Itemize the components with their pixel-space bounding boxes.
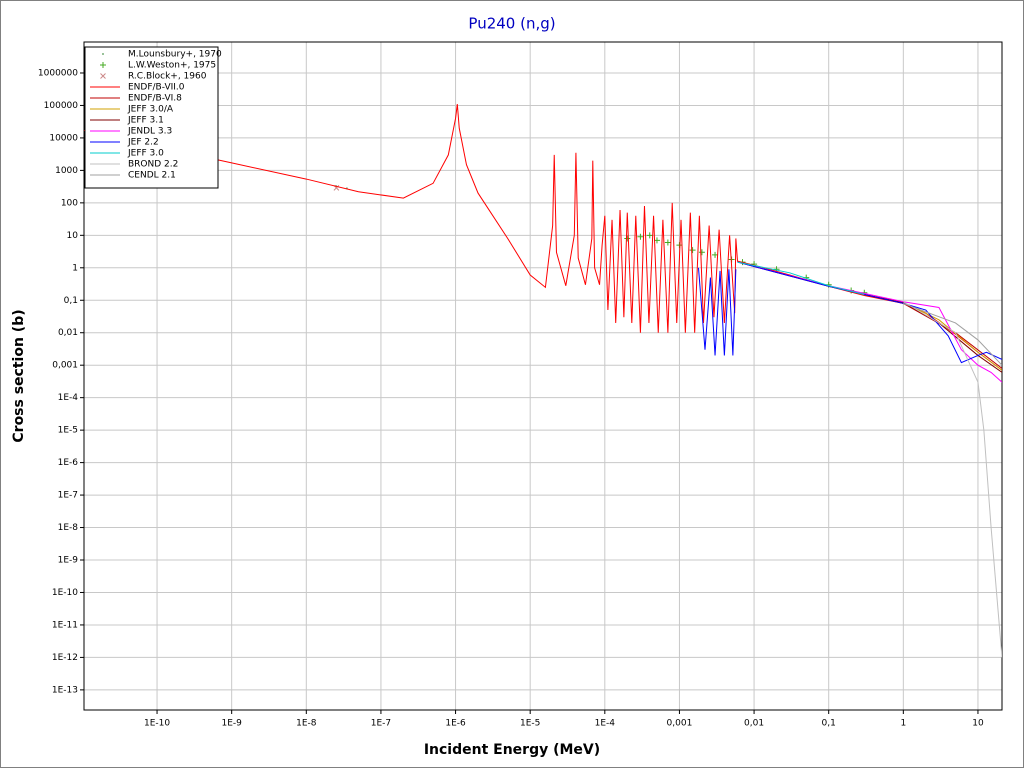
plot-border xyxy=(83,41,1003,711)
marker xyxy=(100,62,106,68)
marker xyxy=(689,247,696,254)
y-tick-label: 10000 xyxy=(49,133,78,143)
legend-label: CENDL 2.1 xyxy=(128,171,176,181)
legend-label: L.W.Weston+, 1975 xyxy=(128,61,216,71)
series-line xyxy=(903,301,1002,658)
legend-label: ENDF/B-VII.0 xyxy=(128,83,185,93)
chart-title: Pu240 (n,g) xyxy=(468,15,555,33)
marker xyxy=(698,249,705,256)
y-tick-label: 1E-4 xyxy=(58,393,79,403)
legend-label: JEF 2.2 xyxy=(127,138,159,148)
y-tick-label: 1E-8 xyxy=(58,523,79,533)
x-tick-label: 1E-6 xyxy=(445,719,466,729)
marker xyxy=(646,232,653,239)
y-tick-label: 1E-5 xyxy=(58,426,78,436)
y-tick-label: 0,01 xyxy=(58,328,78,338)
y-tick-label: 100 xyxy=(61,198,78,208)
series-line xyxy=(84,104,1002,371)
y-tick-label: 1 xyxy=(72,263,78,273)
marker xyxy=(664,239,671,246)
x-tick-label: 0,1 xyxy=(822,719,836,729)
y-tick-label: 1000000 xyxy=(38,68,78,78)
legend-label: JEFF 3.0 xyxy=(127,149,164,159)
marker xyxy=(637,233,644,240)
legend-label: ENDF/B-VI.8 xyxy=(128,94,182,104)
x-tick-label: 1E-7 xyxy=(371,719,391,729)
marker xyxy=(624,235,631,242)
y-tick-label: 1E-9 xyxy=(58,556,79,566)
plot-area xyxy=(84,42,1002,710)
y-tick-label: 1E-7 xyxy=(58,491,78,501)
y-axis-label: Cross section (b) xyxy=(11,309,27,442)
plot-layer xyxy=(84,104,1002,658)
y-tick-label: 0,1 xyxy=(64,296,78,306)
x-tick-label: 1E-10 xyxy=(144,719,170,729)
y-tick-label: 100000 xyxy=(44,101,79,111)
series-line xyxy=(697,267,737,356)
x-tick-label: 0,001 xyxy=(667,719,693,729)
y-tick-label: 1E-6 xyxy=(58,458,79,468)
legend-label: M.Lounsbury+, 1970 xyxy=(128,50,222,60)
marker xyxy=(712,251,719,258)
y-tick-label: 1E-10 xyxy=(52,588,78,598)
x-tick-label: 1 xyxy=(900,719,906,729)
legend-label: JENDL 3.3 xyxy=(127,127,172,137)
series-line xyxy=(903,302,1002,366)
series-line xyxy=(737,261,865,296)
x-tick-label: 1E-8 xyxy=(296,719,317,729)
y-tick-label: 1000 xyxy=(55,166,78,176)
legend-label: R.C.Block+, 1960 xyxy=(128,72,207,82)
x-tick-label: 1E-9 xyxy=(221,719,242,729)
marker xyxy=(100,73,106,79)
x-tick-label: 1E-4 xyxy=(595,719,616,729)
legend-label: JEFF 3.1 xyxy=(127,116,164,126)
y-tick-label: 1E-13 xyxy=(52,685,78,695)
x-tick-label: 0,01 xyxy=(744,719,764,729)
y-tick-label: 10 xyxy=(67,231,79,241)
x-axis-label: Incident Energy (MeV) xyxy=(424,742,600,758)
x-tick-label: 1E-5 xyxy=(520,719,540,729)
y-tick-label: 1E-11 xyxy=(52,620,78,630)
y-tick-label: 0,001 xyxy=(52,361,78,371)
y-tick-label: 1E-12 xyxy=(52,653,78,663)
legend-label: JEFF 3.0/A xyxy=(127,105,174,115)
legend-label: BROND 2.2 xyxy=(128,160,178,170)
x-tick-label: 10 xyxy=(972,719,984,729)
